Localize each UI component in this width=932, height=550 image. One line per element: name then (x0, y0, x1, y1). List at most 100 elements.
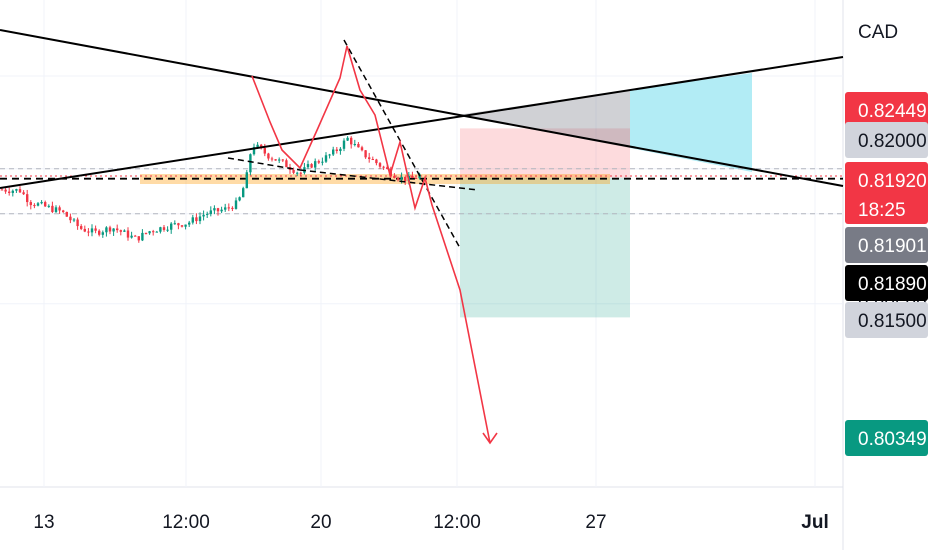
candle-body (4, 189, 7, 192)
candle-body (206, 213, 209, 215)
price-badge-value: 0.81500 (858, 311, 927, 332)
price-badge-current-price[interactable] (845, 162, 928, 224)
candle-body (72, 219, 76, 221)
candle-body (216, 208, 220, 212)
candle-body (414, 178, 418, 180)
candle-body (94, 228, 97, 231)
candle-body (36, 203, 40, 206)
candle-body (238, 197, 241, 201)
price-badge-value: 0.81920 (858, 171, 927, 192)
candle-body (368, 157, 371, 160)
candle-body (245, 172, 248, 189)
take-profit-zone[interactable] (460, 177, 630, 318)
x-tick-label: 20 (310, 512, 331, 533)
candle-body (126, 230, 130, 238)
candle-body (310, 164, 313, 168)
candle-body (227, 207, 230, 209)
candle-body (62, 210, 65, 212)
candle-body (382, 166, 385, 168)
candle-body (195, 217, 198, 222)
candle-body (353, 144, 356, 146)
candle-body (76, 219, 79, 227)
price-badge-take-profit[interactable] (845, 420, 928, 456)
candle-body (404, 176, 407, 182)
price-badge-horizontal-line[interactable] (845, 265, 928, 301)
candle-body (155, 231, 158, 233)
candle-body (274, 159, 277, 161)
candle-body (69, 216, 72, 221)
price-badge-value: 0.81890 (858, 274, 927, 295)
candle-body (224, 207, 227, 210)
projection-path[interactable] (251, 45, 491, 444)
descending-trendline[interactable] (0, 29, 844, 187)
neckline-dashed[interactable] (227, 157, 301, 171)
candle-body (33, 205, 36, 207)
candle-body (44, 202, 47, 207)
candle-body (400, 176, 403, 180)
candle-body (8, 191, 11, 193)
price-badge-stop-loss[interactable] (845, 92, 928, 128)
candle-body (130, 235, 133, 238)
candle-body (80, 226, 83, 229)
candle-body (162, 227, 166, 230)
candle-body (213, 208, 216, 211)
price-badge-value: 0.81901 (858, 236, 927, 257)
candle-body (180, 225, 184, 227)
candle-body (0, 189, 4, 191)
candle-body (26, 194, 29, 203)
candle-body (108, 227, 112, 232)
candle-body (267, 153, 270, 159)
candle-body (191, 217, 194, 223)
candle-body (339, 148, 342, 152)
candle-body (306, 164, 310, 168)
candle-body (29, 202, 32, 206)
candle-body (202, 214, 205, 217)
candle-body (166, 229, 169, 231)
candle-body (101, 232, 104, 235)
candle-body (184, 224, 187, 227)
candle-body (328, 154, 331, 156)
channel-dashed-line[interactable] (343, 39, 461, 249)
pattern-wedge-cyan[interactable] (630, 73, 752, 172)
x-tick-label: Jul (801, 512, 828, 533)
candle-body (87, 231, 90, 233)
candle-body (112, 228, 115, 232)
x-tick-label: 27 (585, 512, 606, 533)
price-badge-entry[interactable] (845, 227, 928, 263)
stop-loss-zone[interactable] (460, 128, 630, 178)
candle-body (321, 161, 324, 163)
candle-body (148, 231, 151, 234)
candle-body (105, 227, 108, 233)
candle-body (360, 147, 364, 151)
candle-body (314, 161, 317, 168)
candle-body (252, 146, 256, 155)
candle-body (152, 231, 155, 233)
price-badge-level[interactable] (845, 122, 928, 158)
candle-body (346, 137, 349, 141)
candle-body (134, 235, 137, 237)
candle-body (11, 190, 14, 193)
candle-body (357, 144, 360, 148)
ascending-trendline[interactable] (0, 56, 844, 189)
candle-body (317, 161, 320, 163)
price-badge-level[interactable] (845, 302, 928, 338)
candle-body (15, 189, 18, 191)
candle-body (263, 147, 266, 154)
candle-body (98, 230, 101, 235)
candle-body (170, 223, 173, 230)
candle-body (256, 144, 259, 147)
pattern-wedge-grey[interactable] (457, 90, 630, 148)
candle-body (116, 228, 119, 231)
candle-body (371, 159, 374, 161)
candle-body (123, 230, 126, 232)
candle-body (350, 137, 353, 145)
x-tick-label: 12:00 (162, 512, 210, 533)
candle-body (188, 222, 191, 225)
candle-body (90, 228, 94, 233)
candle-body (411, 175, 414, 179)
candle-body (65, 211, 68, 217)
projection-arrowhead (482, 432, 498, 445)
candle-body (260, 144, 263, 148)
